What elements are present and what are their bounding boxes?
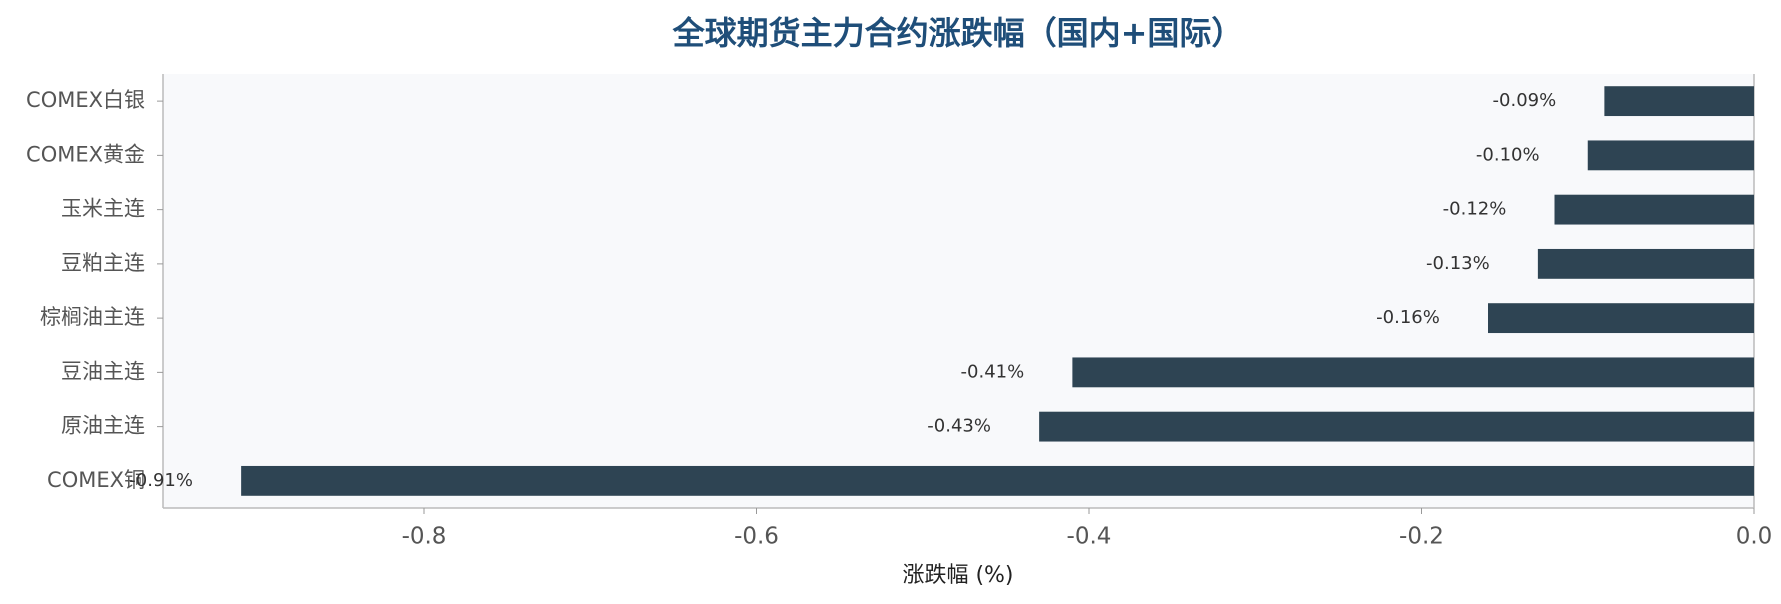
y-tick-label: COMEX黄金 [26,142,145,166]
y-tick-label: COMEX铜 [47,468,145,492]
plot-background [163,74,1754,508]
x-tick-label: -0.4 [1067,524,1112,550]
chart-title: 全球期货主力合约涨跌幅（国内+国际） [672,14,1244,52]
value-label: -0.09% [1493,90,1557,111]
x-axis-label: 涨跌幅 (%) [902,563,1013,588]
value-label: -0.43% [927,416,991,437]
y-tick-label: 豆粕主连 [61,251,145,275]
value-label: -0.10% [1476,144,1540,165]
bar [1537,248,1754,279]
bar [1587,140,1754,171]
value-label: -0.41% [961,361,1025,382]
y-tick-label: 玉米主连 [61,197,145,221]
y-tick-label: 棕榈油主连 [40,305,145,329]
value-label: -0.16% [1376,307,1440,328]
x-tick-label: -0.6 [734,524,779,550]
y-tick-label: COMEX白银 [26,88,145,112]
bar [1554,194,1754,225]
value-label: -0.13% [1426,253,1490,274]
y-tick-label: 原油主连 [61,414,145,438]
bar [1072,357,1754,388]
x-tick-label: -0.8 [402,524,447,550]
bar [1039,411,1754,442]
value-label: -0.12% [1443,199,1507,220]
x-tick-label: -0.2 [1399,524,1444,550]
value-label: -0.91% [129,470,193,491]
y-tick-label: 豆油主连 [61,359,145,383]
bar [1604,86,1754,117]
x-tick-label: 0.0 [1736,524,1773,550]
bar [241,465,1755,496]
bar [1488,303,1754,334]
